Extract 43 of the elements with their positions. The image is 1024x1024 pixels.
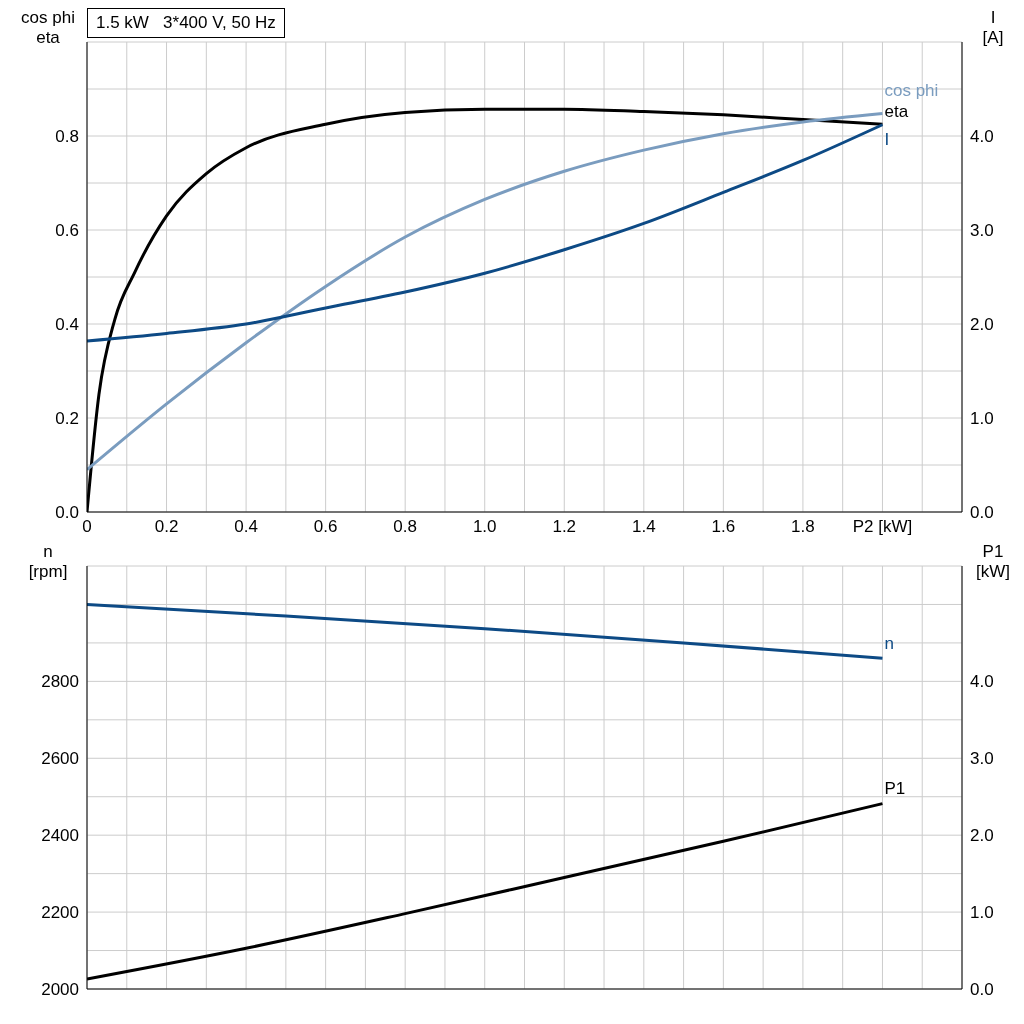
series-label: P1 — [884, 779, 906, 799]
x-tick-label: 1.8 — [791, 517, 815, 537]
y-tick-label: 0.6 — [55, 221, 79, 241]
series-label: I — [884, 130, 890, 150]
line-series — [87, 602, 884, 660]
chart-title: 1.5 kW 3*400 V, 50 Hz — [87, 8, 285, 38]
y2-tick-label: 0.0 — [970, 980, 994, 1000]
x-tick-label: 1.6 — [711, 517, 736, 537]
y-tick-label: 0.2 — [55, 409, 79, 429]
y-tick-label: 0.4 — [55, 315, 79, 335]
y-tick-label: 2000 — [41, 980, 79, 1000]
y2-tick-label: 0.0 — [970, 503, 994, 523]
line-series — [87, 123, 884, 343]
x-tick-label: 0.8 — [393, 517, 417, 537]
x-tick-label: 0 — [82, 517, 92, 537]
y-tick-label: 2600 — [41, 749, 79, 769]
y2-tick-label: 2.0 — [970, 826, 994, 846]
y2-tick-label: 3.0 — [970, 749, 994, 769]
x-tick-label: 1.2 — [552, 517, 577, 537]
y-axis-title: n [rpm] — [27, 542, 69, 582]
y-tick-label: 2200 — [41, 903, 79, 923]
x-tick-label: 0.6 — [313, 517, 338, 537]
x-tick-label: 1.0 — [472, 517, 497, 537]
series-label: eta — [884, 101, 909, 121]
y2-tick-label: 4.0 — [970, 127, 994, 147]
x-tick-label: 0.2 — [154, 517, 179, 537]
series-label: cos phi — [884, 80, 939, 100]
y-tick-label: 2800 — [41, 672, 79, 692]
y-tick-label: 2400 — [41, 826, 79, 846]
x-tick-label: 1.4 — [632, 517, 656, 537]
y-tick-label: 0.0 — [55, 503, 79, 523]
x-tick-label: P2 [kW] — [852, 517, 913, 537]
x-tick-label: 0.4 — [234, 517, 258, 537]
y2-axis-title: P1 [kW] — [975, 542, 1011, 582]
y2-tick-label: 1.0 — [970, 903, 994, 923]
y2-tick-label: 4.0 — [970, 672, 994, 692]
y2-tick-label: 3.0 — [970, 221, 994, 241]
y2-axis-title: I [A] — [981, 8, 1005, 48]
y-tick-label: 0.8 — [55, 127, 79, 147]
y-axis-title: cos phi eta — [20, 8, 76, 48]
series-label: n — [884, 633, 894, 653]
y2-tick-label: 1.0 — [970, 409, 994, 429]
y2-tick-label: 2.0 — [970, 315, 994, 335]
